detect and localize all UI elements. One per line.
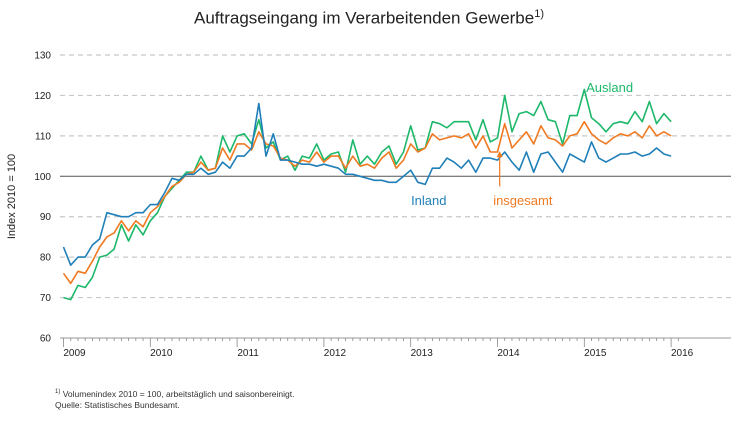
series-lines [62, 88, 672, 301]
series-line-ausland [63, 88, 672, 301]
y-tick-label-120: 120 [34, 91, 51, 102]
series-line-insgesamt [62, 120, 672, 285]
chart-title: Auftragseingang im Verarbeitenden Gewerb… [0, 8, 738, 29]
chart-title-text: Auftragseingang im Verarbeitenden Gewerb… [194, 8, 535, 28]
series-line-inland [62, 102, 672, 267]
footnote-mark: 1) [55, 389, 61, 396]
y-tick-label-70: 70 [40, 293, 52, 304]
y-tick-label-80: 80 [40, 253, 52, 264]
insgesamt-arrow-head [496, 151, 503, 158]
grid-lines [60, 54, 731, 299]
y-tick-label-100: 100 [34, 172, 51, 183]
x-tick-label-2009: 2009 [63, 348, 86, 359]
y-tick-labels: 60 70 80 90 100 110 120 130 [34, 51, 51, 345]
footnote: 1) Volumenindex 2010 = 100, arbeitstägli… [55, 389, 295, 399]
annotations: Ausland Inland insgesamt [411, 80, 633, 208]
source-note: Quelle: Statistisches Bundesamt. [55, 400, 180, 410]
y-tick-label-110: 110 [35, 131, 51, 142]
y-tick-label-60: 60 [40, 334, 52, 345]
x-tick-label-2011: 2011 [237, 348, 259, 359]
ausland-series-label: Ausland [586, 80, 633, 95]
title-footnote-mark: 1) [534, 8, 544, 20]
x-tick-label-2012: 2012 [324, 348, 347, 359]
y-tick-label-90: 90 [40, 212, 52, 223]
insgesamt-series-label: insgesamt [493, 193, 553, 208]
x-tick-label-2016: 2016 [671, 348, 694, 359]
x-tick-label-2015: 2015 [584, 348, 607, 359]
footnote-text: Volumenindex 2010 = 100, arbeitstäglich … [60, 389, 295, 399]
x-tick-label-2010: 2010 [150, 348, 173, 359]
x-axis: 2009 2010 2011 2012 2013 2014 2015 2016 [60, 337, 731, 359]
x-tick-label-2014: 2014 [497, 348, 520, 359]
y-axis-label: Index 2010 = 100 [6, 154, 18, 239]
x-tick-label-2013: 2013 [411, 348, 434, 359]
inland-series-label: Inland [411, 193, 446, 208]
y-tick-label-130: 130 [34, 51, 51, 62]
